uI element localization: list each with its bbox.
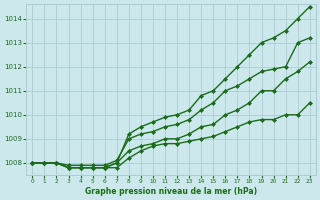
X-axis label: Graphe pression niveau de la mer (hPa): Graphe pression niveau de la mer (hPa) xyxy=(85,187,257,196)
